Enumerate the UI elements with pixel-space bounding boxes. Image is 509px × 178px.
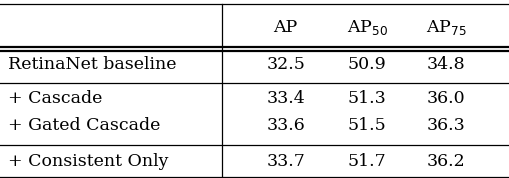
Text: AP: AP bbox=[273, 19, 297, 36]
Text: 32.5: 32.5 bbox=[266, 56, 304, 74]
Text: 36.0: 36.0 bbox=[426, 90, 465, 107]
Text: + Gated Cascade: + Gated Cascade bbox=[8, 117, 160, 134]
Text: 34.8: 34.8 bbox=[426, 56, 465, 74]
Text: 51.5: 51.5 bbox=[347, 117, 386, 134]
Text: RetinaNet baseline: RetinaNet baseline bbox=[8, 56, 176, 74]
Text: 36.3: 36.3 bbox=[426, 117, 465, 134]
Text: 50.9: 50.9 bbox=[347, 56, 386, 74]
Text: 51.3: 51.3 bbox=[347, 90, 386, 107]
Text: 33.7: 33.7 bbox=[266, 153, 304, 171]
Text: 51.7: 51.7 bbox=[347, 153, 386, 171]
Text: 33.4: 33.4 bbox=[266, 90, 304, 107]
Text: 33.6: 33.6 bbox=[266, 117, 304, 134]
Text: AP$_{50}$: AP$_{50}$ bbox=[346, 18, 387, 37]
Text: + Consistent Only: + Consistent Only bbox=[8, 153, 168, 171]
Text: AP$_{75}$: AP$_{75}$ bbox=[425, 18, 466, 37]
Text: 36.2: 36.2 bbox=[426, 153, 465, 171]
Text: + Cascade: + Cascade bbox=[8, 90, 102, 107]
